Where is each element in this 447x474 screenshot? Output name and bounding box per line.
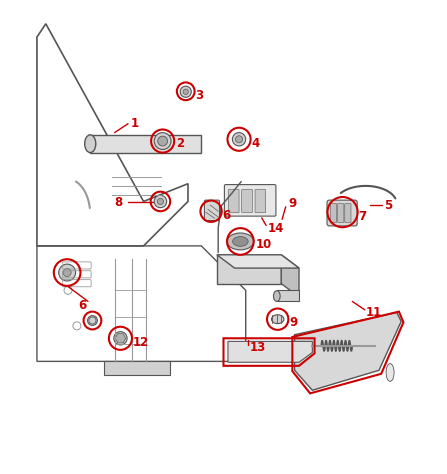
FancyBboxPatch shape bbox=[255, 190, 266, 212]
Polygon shape bbox=[115, 334, 126, 343]
Ellipse shape bbox=[88, 316, 97, 325]
Ellipse shape bbox=[114, 332, 127, 345]
Ellipse shape bbox=[90, 319, 95, 323]
Text: 9: 9 bbox=[289, 316, 298, 329]
Text: 11: 11 bbox=[366, 306, 382, 319]
Ellipse shape bbox=[89, 317, 96, 324]
Text: 14: 14 bbox=[268, 222, 284, 235]
FancyBboxPatch shape bbox=[242, 190, 253, 212]
Polygon shape bbox=[281, 255, 299, 297]
Text: 12: 12 bbox=[133, 336, 149, 349]
FancyBboxPatch shape bbox=[204, 200, 219, 220]
FancyBboxPatch shape bbox=[327, 200, 357, 226]
FancyBboxPatch shape bbox=[224, 184, 276, 216]
Polygon shape bbox=[217, 255, 299, 268]
Polygon shape bbox=[104, 361, 170, 375]
Polygon shape bbox=[228, 341, 312, 362]
Text: 1: 1 bbox=[130, 117, 138, 130]
Polygon shape bbox=[295, 312, 401, 390]
Ellipse shape bbox=[232, 133, 246, 146]
Text: 3: 3 bbox=[195, 89, 204, 102]
Text: 5: 5 bbox=[384, 199, 392, 211]
Text: 9: 9 bbox=[288, 197, 296, 210]
Ellipse shape bbox=[180, 86, 191, 97]
FancyBboxPatch shape bbox=[228, 190, 239, 212]
Text: 8: 8 bbox=[115, 196, 123, 209]
Ellipse shape bbox=[232, 237, 248, 246]
Polygon shape bbox=[277, 290, 299, 301]
Ellipse shape bbox=[59, 264, 76, 281]
Ellipse shape bbox=[154, 133, 171, 149]
Text: 7: 7 bbox=[358, 210, 367, 223]
Ellipse shape bbox=[154, 195, 167, 208]
Ellipse shape bbox=[63, 269, 71, 276]
Text: 13: 13 bbox=[249, 341, 266, 354]
Ellipse shape bbox=[157, 198, 164, 205]
Text: 6: 6 bbox=[78, 300, 86, 312]
Text: 6: 6 bbox=[223, 209, 231, 222]
FancyBboxPatch shape bbox=[345, 204, 351, 222]
Ellipse shape bbox=[271, 315, 284, 324]
Ellipse shape bbox=[227, 233, 254, 250]
Ellipse shape bbox=[84, 135, 96, 153]
Ellipse shape bbox=[236, 136, 243, 143]
Text: 10: 10 bbox=[256, 238, 272, 251]
Ellipse shape bbox=[183, 89, 188, 94]
Ellipse shape bbox=[274, 291, 280, 301]
Ellipse shape bbox=[386, 364, 394, 382]
FancyBboxPatch shape bbox=[337, 204, 344, 222]
Ellipse shape bbox=[158, 136, 168, 146]
Text: 4: 4 bbox=[251, 137, 259, 150]
Polygon shape bbox=[217, 255, 281, 283]
FancyBboxPatch shape bbox=[331, 204, 337, 222]
Text: 2: 2 bbox=[176, 137, 184, 150]
Polygon shape bbox=[90, 135, 201, 153]
